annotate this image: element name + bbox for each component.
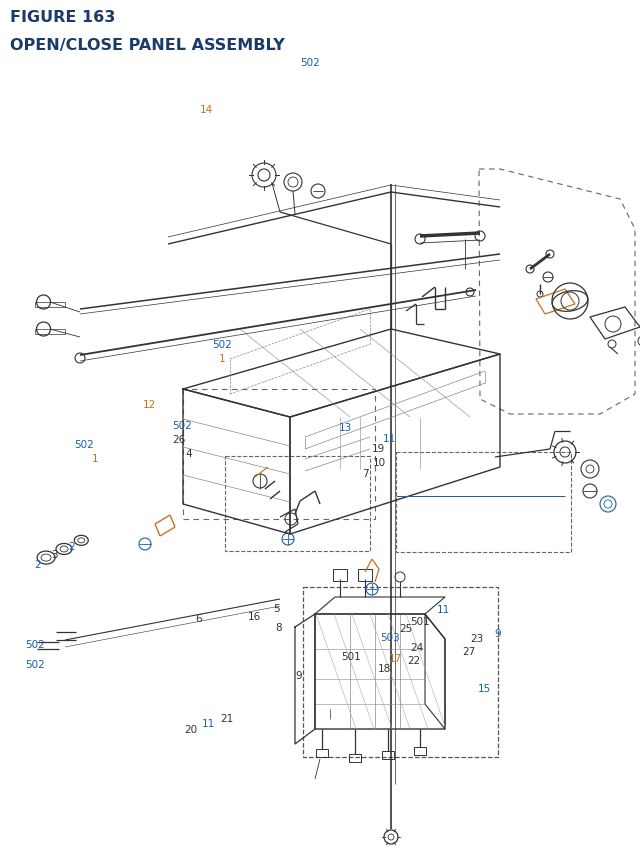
Bar (303, 587, 498, 757)
Text: 501: 501 (342, 651, 361, 661)
Text: 501: 501 (411, 616, 430, 627)
Text: 25: 25 (399, 623, 412, 634)
Text: 17: 17 (389, 653, 402, 663)
Text: 24: 24 (410, 642, 423, 653)
Text: 11: 11 (383, 433, 396, 443)
Bar (382, 751, 394, 759)
Text: 11: 11 (202, 718, 214, 728)
Text: 502: 502 (74, 439, 93, 449)
Bar (225, 456, 370, 551)
Text: 9: 9 (295, 670, 301, 680)
Text: 13: 13 (339, 423, 352, 433)
Text: 2: 2 (34, 559, 40, 569)
Text: 18: 18 (378, 663, 390, 673)
Text: 7: 7 (362, 468, 369, 479)
Text: 1: 1 (92, 454, 98, 464)
Text: 4: 4 (186, 449, 192, 459)
Text: 8: 8 (275, 623, 282, 633)
Text: 10: 10 (372, 457, 385, 468)
Text: OPEN/CLOSE PANEL ASSEMBLY: OPEN/CLOSE PANEL ASSEMBLY (10, 38, 285, 53)
Text: 502: 502 (26, 639, 45, 649)
Text: 16: 16 (248, 611, 261, 622)
Text: 11: 11 (437, 604, 450, 615)
Bar (333, 569, 347, 581)
Bar (396, 453, 571, 553)
Text: 503: 503 (380, 632, 399, 642)
Text: 22: 22 (407, 655, 420, 666)
Bar (414, 747, 426, 755)
Text: 502: 502 (26, 660, 45, 670)
Text: 6: 6 (195, 613, 202, 623)
Text: 5: 5 (273, 603, 280, 613)
Text: 2: 2 (68, 542, 75, 552)
Text: 502: 502 (173, 420, 192, 430)
Text: 23: 23 (470, 633, 483, 643)
Text: 26: 26 (173, 434, 186, 444)
Bar (316, 749, 328, 757)
Text: FIGURE 163: FIGURE 163 (10, 10, 115, 25)
Text: 3: 3 (51, 549, 58, 560)
Text: 21: 21 (221, 713, 234, 723)
Text: 502: 502 (212, 339, 232, 350)
Text: 502: 502 (300, 58, 319, 68)
Bar (358, 569, 372, 581)
Text: 12: 12 (143, 400, 156, 410)
Text: 27: 27 (463, 646, 476, 656)
Text: 19: 19 (372, 443, 385, 454)
Text: 15: 15 (478, 683, 491, 693)
Text: 20: 20 (184, 724, 197, 734)
Text: 9: 9 (494, 628, 500, 638)
Text: 14: 14 (200, 105, 213, 115)
Bar (349, 754, 361, 762)
Text: 1: 1 (219, 354, 225, 364)
